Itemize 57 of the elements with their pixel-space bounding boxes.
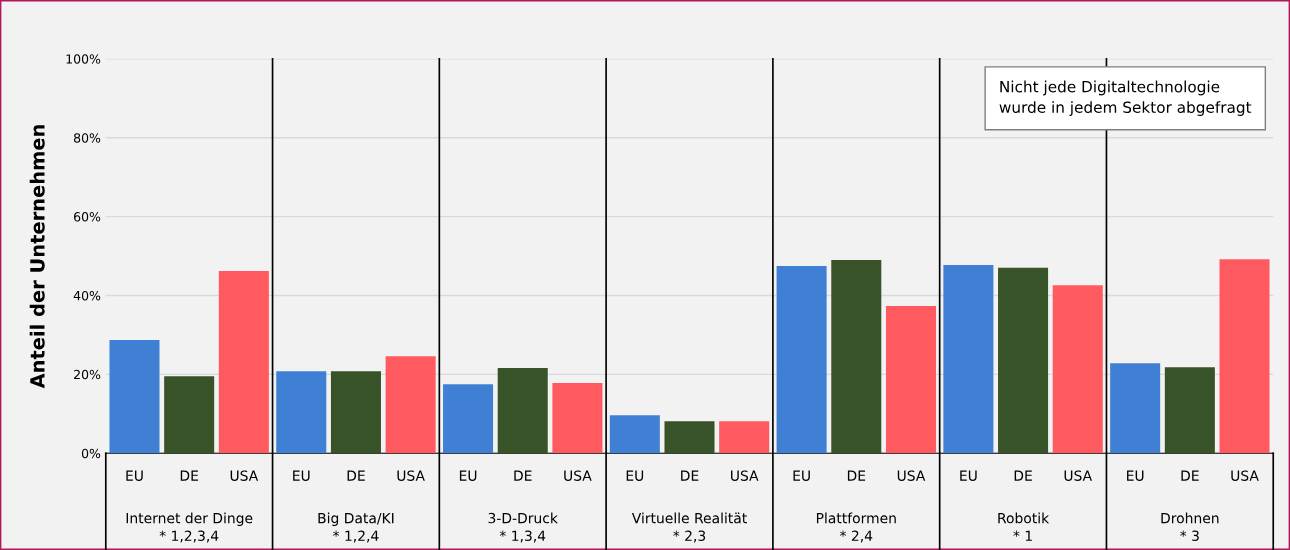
bar bbox=[164, 376, 215, 454]
series-label: EU bbox=[126, 470, 143, 481]
text: EU bbox=[293, 470, 310, 481]
bar bbox=[218, 271, 269, 454]
bar bbox=[1164, 367, 1215, 454]
bar bbox=[998, 267, 1049, 454]
y-tick-label: 20% bbox=[74, 369, 101, 380]
bar bbox=[719, 421, 770, 454]
text: USA bbox=[564, 470, 592, 481]
text: USA bbox=[397, 470, 425, 481]
bar bbox=[609, 415, 660, 454]
bar bbox=[497, 368, 548, 454]
text: USA bbox=[731, 470, 759, 481]
x-tick-label: Big Data/KI * 1,2,4 bbox=[318, 512, 394, 543]
text: EU bbox=[626, 470, 644, 481]
text: EU bbox=[960, 470, 977, 481]
bar bbox=[885, 306, 936, 454]
y-tick-label: 0% bbox=[81, 448, 101, 459]
bar bbox=[276, 371, 327, 454]
x-tick-label: 3-D-Druck * 1,3,4 bbox=[488, 512, 558, 543]
y-tick-label: 40% bbox=[73, 290, 101, 301]
text: USA bbox=[1231, 470, 1259, 481]
x-tick-label: Internet der Dinge * 1,2,3,4 bbox=[126, 512, 253, 543]
bar bbox=[1219, 259, 1270, 454]
text: EU bbox=[793, 470, 810, 481]
y-tick-label: 60% bbox=[74, 212, 101, 222]
bar bbox=[1110, 363, 1161, 454]
bar bbox=[943, 265, 994, 454]
series-label: USA bbox=[230, 470, 259, 481]
bar bbox=[443, 384, 494, 454]
text: USA bbox=[1064, 470, 1092, 481]
bar bbox=[385, 356, 436, 454]
x-tick-label: Plattformen * 2,4 bbox=[816, 512, 896, 543]
bar bbox=[831, 259, 882, 454]
series-label: DE bbox=[180, 470, 199, 481]
bar bbox=[109, 340, 160, 454]
x-tick-label: Robotik * 1 bbox=[998, 512, 1050, 541]
annotation: Nicht jede Digitaltechnologie wurde in jedem Sektor abgefragt bbox=[999, 80, 1252, 116]
text: DE bbox=[514, 470, 532, 481]
y-tick-label: 100% bbox=[66, 54, 101, 64]
x-tick-label: Drohnen * 3 bbox=[1161, 512, 1219, 541]
bar bbox=[1052, 285, 1103, 454]
text: DE bbox=[1181, 470, 1199, 481]
y-axis-title: Anteil der Unternehmen bbox=[29, 125, 45, 389]
bar bbox=[664, 421, 715, 454]
text: EU bbox=[459, 470, 477, 481]
text: DE bbox=[681, 470, 699, 481]
text: DE bbox=[847, 470, 866, 481]
text: USA bbox=[897, 470, 926, 481]
y-tick-label: 80% bbox=[73, 133, 101, 143]
bar bbox=[776, 265, 827, 454]
text: DE bbox=[1014, 470, 1032, 481]
bar bbox=[552, 383, 603, 454]
text: EU bbox=[1127, 470, 1144, 481]
x-tick-label: Virtuelle Realität * 2,3 bbox=[631, 512, 747, 543]
text: DE bbox=[347, 470, 365, 481]
bar bbox=[330, 371, 381, 454]
